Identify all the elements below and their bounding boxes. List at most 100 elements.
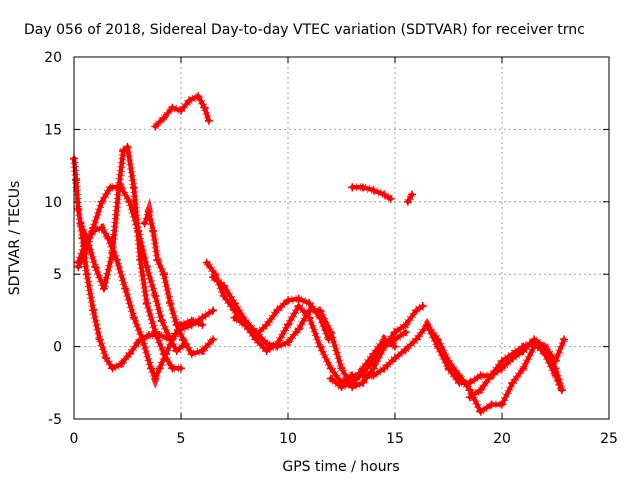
data-point xyxy=(348,378,357,387)
data-point xyxy=(172,320,181,329)
data-point xyxy=(209,273,218,282)
y-tick-label: 5 xyxy=(53,267,62,283)
data-point xyxy=(117,359,126,368)
data-point xyxy=(123,142,132,151)
series-marker-band xyxy=(74,223,204,389)
data-point xyxy=(198,346,207,355)
data-point xyxy=(106,183,115,192)
data-point xyxy=(380,364,389,373)
data-point xyxy=(348,371,357,380)
plot-frame xyxy=(73,56,610,420)
data-point xyxy=(358,371,367,380)
data-point xyxy=(202,258,211,267)
data-point xyxy=(129,313,138,322)
data-point xyxy=(386,194,395,203)
data-point xyxy=(337,378,346,387)
data-point xyxy=(129,183,138,192)
data-point xyxy=(159,270,168,279)
data-point xyxy=(262,346,271,355)
data-point xyxy=(273,339,282,348)
data-point xyxy=(369,371,378,380)
series-arc-12 xyxy=(326,302,427,392)
series-arc-13 xyxy=(337,318,566,418)
series-arc-4 xyxy=(76,138,185,373)
series-trace xyxy=(424,322,565,393)
data-point xyxy=(97,223,106,232)
data-point xyxy=(119,147,128,156)
y-tick-labels: -5 0 5 10 15 20 xyxy=(44,50,62,428)
data-point xyxy=(476,386,485,395)
x-tick-label: 15 xyxy=(386,431,404,447)
data-point xyxy=(530,335,539,344)
data-point xyxy=(251,335,260,344)
data-point xyxy=(401,320,410,329)
data-point xyxy=(89,306,98,315)
data-point xyxy=(155,364,164,373)
data-point xyxy=(380,190,389,199)
data-point xyxy=(112,255,121,264)
data-point xyxy=(153,255,162,264)
data-point xyxy=(305,299,314,308)
series-arc-15 xyxy=(465,334,569,402)
data-point xyxy=(187,316,196,325)
data-point xyxy=(230,313,239,322)
data-point xyxy=(102,354,111,363)
data-point xyxy=(80,248,89,257)
data-point xyxy=(519,346,528,355)
data-point xyxy=(136,255,145,264)
data-point xyxy=(209,306,218,315)
data-point xyxy=(177,364,185,373)
data-point xyxy=(121,284,130,293)
series-trace xyxy=(210,274,408,390)
data-point xyxy=(168,103,177,112)
data-point xyxy=(369,357,378,366)
data-point xyxy=(476,407,485,416)
series-marker-band xyxy=(339,318,566,418)
data-point xyxy=(316,342,325,351)
data-point xyxy=(391,354,399,363)
data-point xyxy=(108,248,117,257)
data-point xyxy=(166,335,175,344)
data-point xyxy=(159,113,168,122)
data-point xyxy=(358,378,367,387)
data-point xyxy=(144,331,153,340)
data-point xyxy=(465,386,474,395)
data-point xyxy=(326,374,335,383)
data-point xyxy=(305,306,314,315)
data-point xyxy=(142,299,151,308)
data-point xyxy=(326,364,335,373)
series-arc-14 xyxy=(423,320,566,395)
x-tick-label: 20 xyxy=(493,431,511,447)
data-point xyxy=(487,400,496,409)
data-point xyxy=(465,378,474,387)
data-point xyxy=(262,339,271,348)
y-tick-label: 10 xyxy=(44,195,62,211)
data-point xyxy=(423,320,432,329)
x-tick-label: 10 xyxy=(279,431,297,447)
data-point xyxy=(166,299,175,308)
data-point xyxy=(403,197,412,206)
chart-title: Day 056 of 2018, Sidereal Day-to-day VTE… xyxy=(24,22,585,38)
data-point xyxy=(125,197,134,206)
data-point xyxy=(138,335,147,344)
data-point xyxy=(273,306,282,315)
series-arc-10 xyxy=(348,183,395,203)
data-point xyxy=(408,190,417,199)
data-point xyxy=(179,335,188,344)
data-point xyxy=(159,349,168,358)
data-point xyxy=(198,320,207,329)
data-point xyxy=(326,328,335,337)
series-arc-8 xyxy=(209,273,410,393)
data-point xyxy=(348,183,357,192)
x-tick-label: 5 xyxy=(177,431,186,447)
data-point xyxy=(391,342,399,351)
data-point xyxy=(294,325,303,334)
data-point xyxy=(198,313,207,322)
data-point xyxy=(151,291,160,300)
data-point xyxy=(140,219,149,228)
data-point xyxy=(284,296,292,305)
y-axis-label: SDTVAR / TECUs xyxy=(7,181,23,296)
data-point xyxy=(241,320,250,329)
data-point xyxy=(204,116,213,125)
data-point xyxy=(74,262,83,271)
